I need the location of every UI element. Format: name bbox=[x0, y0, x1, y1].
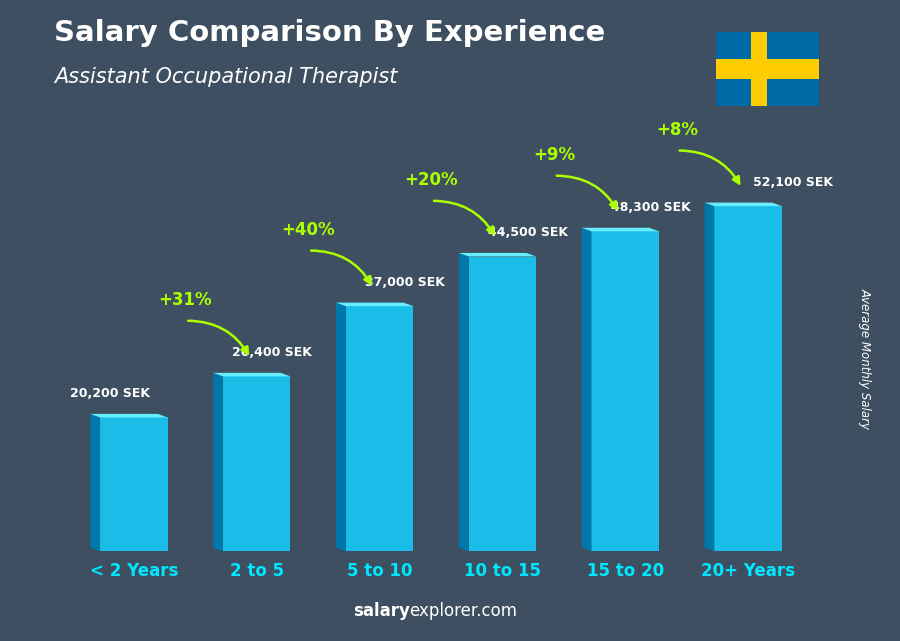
Text: +9%: +9% bbox=[533, 146, 575, 164]
Polygon shape bbox=[213, 373, 223, 551]
Bar bbox=[100, 417, 167, 551]
Text: +20%: +20% bbox=[404, 171, 458, 189]
Polygon shape bbox=[705, 203, 715, 551]
Bar bbox=[223, 376, 291, 551]
Text: salary: salary bbox=[353, 603, 410, 620]
Polygon shape bbox=[705, 203, 782, 206]
Text: explorer.com: explorer.com bbox=[410, 603, 518, 620]
Bar bbox=[346, 306, 413, 551]
Bar bbox=[715, 206, 782, 551]
Bar bbox=[591, 231, 659, 551]
Polygon shape bbox=[336, 303, 413, 306]
Polygon shape bbox=[581, 228, 659, 231]
Text: +40%: +40% bbox=[282, 221, 335, 238]
Text: 37,000 SEK: 37,000 SEK bbox=[364, 276, 445, 288]
Text: 48,300 SEK: 48,300 SEK bbox=[610, 201, 690, 213]
Polygon shape bbox=[459, 253, 469, 551]
Text: Salary Comparison By Experience: Salary Comparison By Experience bbox=[54, 19, 605, 47]
Bar bbox=[752, 32, 767, 106]
Polygon shape bbox=[459, 253, 536, 256]
Text: 26,400 SEK: 26,400 SEK bbox=[232, 345, 312, 359]
Text: +31%: +31% bbox=[158, 291, 212, 309]
Bar bbox=[469, 256, 536, 551]
Polygon shape bbox=[90, 414, 167, 417]
Polygon shape bbox=[581, 228, 591, 551]
Bar bbox=[716, 59, 819, 79]
Polygon shape bbox=[213, 373, 291, 376]
Text: Assistant Occupational Therapist: Assistant Occupational Therapist bbox=[54, 67, 398, 87]
Text: 44,500 SEK: 44,500 SEK bbox=[488, 226, 568, 239]
Text: Average Monthly Salary: Average Monthly Salary bbox=[859, 288, 871, 429]
Text: 52,100 SEK: 52,100 SEK bbox=[753, 176, 833, 188]
Text: 20,200 SEK: 20,200 SEK bbox=[70, 387, 150, 400]
Text: +8%: +8% bbox=[656, 121, 698, 138]
Polygon shape bbox=[90, 414, 100, 551]
Polygon shape bbox=[336, 303, 346, 551]
